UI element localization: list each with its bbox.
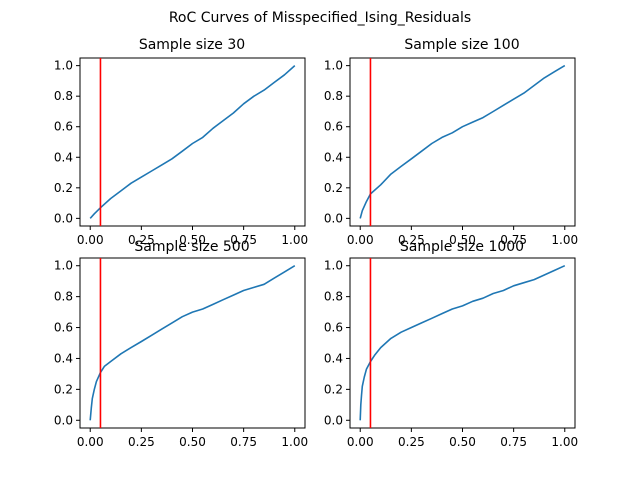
y-tick-label: 1.0: [324, 259, 343, 273]
subplot-title: Sample size 100: [404, 37, 519, 53]
y-tick-label: 1.0: [54, 59, 73, 73]
axes-frame: [349, 257, 576, 429]
x-tick-label: 0.00: [347, 233, 374, 247]
x-tick-label: 0.75: [230, 435, 257, 449]
x-tick-label: 0.00: [347, 435, 374, 449]
x-tick-label: 0.00: [77, 233, 104, 247]
y-tick-label: 0.2: [54, 181, 73, 195]
subplot-title: Sample size 1000: [400, 239, 524, 255]
roc-curve-line: [359, 64, 566, 219]
y-tick-label: 0.6: [54, 321, 73, 335]
axes-frame: [79, 57, 306, 227]
axes-frame: [349, 57, 576, 227]
figure-title: RoC Curves of Misspecified_Ising_Residua…: [169, 10, 471, 26]
y-tick-label: 0.0: [54, 413, 73, 427]
y-tick-label: 0.6: [54, 120, 73, 134]
y-tick-label: 0.4: [54, 150, 73, 164]
x-tick-label: 0.75: [230, 233, 257, 247]
y-tick-label: 0.0: [324, 413, 343, 427]
y-tick-label: 0.0: [54, 211, 73, 225]
x-tick-label: 0.25: [398, 435, 425, 449]
axes-frame: [79, 257, 306, 429]
x-tick-label: 0.50: [179, 233, 206, 247]
x-tick-label: 0.50: [449, 233, 476, 247]
roc-curve-line: [89, 65, 296, 219]
roc-curve-line: [359, 264, 566, 421]
x-tick-label: 0.75: [500, 435, 527, 449]
x-tick-label: 0.00: [77, 435, 104, 449]
x-tick-label: 0.50: [449, 435, 476, 449]
subplot-sample-size-500: 0.00 0.25 0.50 0.75 1.00 0.0 0.2 0.4 0.6 0.8 1.0 Sa…: [54, 239, 308, 449]
x-tick-label: 1.00: [281, 233, 308, 247]
y-tick-label: 1.0: [54, 259, 73, 273]
y-tick-label: 0.8: [324, 89, 343, 103]
subplot-title: Sample size 500: [134, 239, 249, 255]
y-tick-label: 0.8: [54, 290, 73, 304]
y-tick-label: 0.6: [324, 321, 343, 335]
x-tick-label: 0.25: [128, 435, 155, 449]
subplot-sample-size-100: 0.00 0.25 0.50 0.75 1.00 0.0 0.2 0.4 0.6 0.8 1.0 Sa…: [324, 37, 578, 247]
y-tick-label: 0.2: [324, 181, 343, 195]
y-tick-label: 0.8: [324, 290, 343, 304]
subplot-sample-size-30: 0.00 0.25 0.50 0.75 1.00 0.0 0.2 0.4 0.6 0.8 1.0 Sa…: [54, 37, 308, 247]
y-tick-label: 0.4: [324, 150, 343, 164]
y-tick-label: 0.4: [324, 351, 343, 365]
x-tick-label: 0.50: [179, 435, 206, 449]
subplot-title: Sample size 30: [139, 37, 245, 53]
x-tick-label: 0.25: [128, 233, 155, 247]
roc-curve-line: [89, 265, 296, 421]
subplot-sample-size-1000: 0.00 0.25 0.50 0.75 1.00 0.0 0.2 0.4 0.6 0.8 1.0 Sa…: [324, 239, 578, 449]
x-tick-label: 0.25: [398, 233, 425, 247]
y-tick-label: 0.2: [54, 382, 73, 396]
x-tick-label: 1.00: [551, 435, 578, 449]
y-tick-label: 1.0: [324, 59, 343, 73]
y-tick-label: 0.0: [324, 211, 343, 225]
y-tick-label: 0.6: [324, 120, 343, 134]
x-tick-label: 0.75: [500, 233, 527, 247]
x-tick-label: 1.00: [281, 435, 308, 449]
y-tick-label: 0.4: [54, 351, 73, 365]
y-tick-label: 0.2: [324, 382, 343, 396]
x-tick-label: 1.00: [551, 233, 578, 247]
y-tick-label: 0.8: [54, 89, 73, 103]
